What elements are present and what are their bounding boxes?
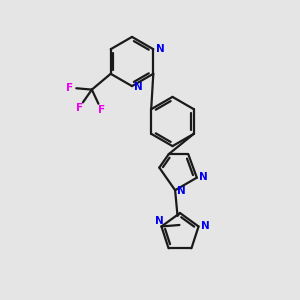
Text: N: N: [177, 186, 185, 197]
Text: N: N: [201, 221, 209, 232]
Text: F: F: [76, 103, 83, 113]
Text: N: N: [155, 44, 164, 54]
Text: N: N: [155, 216, 164, 226]
Text: N: N: [134, 82, 143, 92]
Text: F: F: [66, 83, 73, 93]
Text: N: N: [199, 172, 208, 182]
Text: F: F: [98, 105, 105, 115]
